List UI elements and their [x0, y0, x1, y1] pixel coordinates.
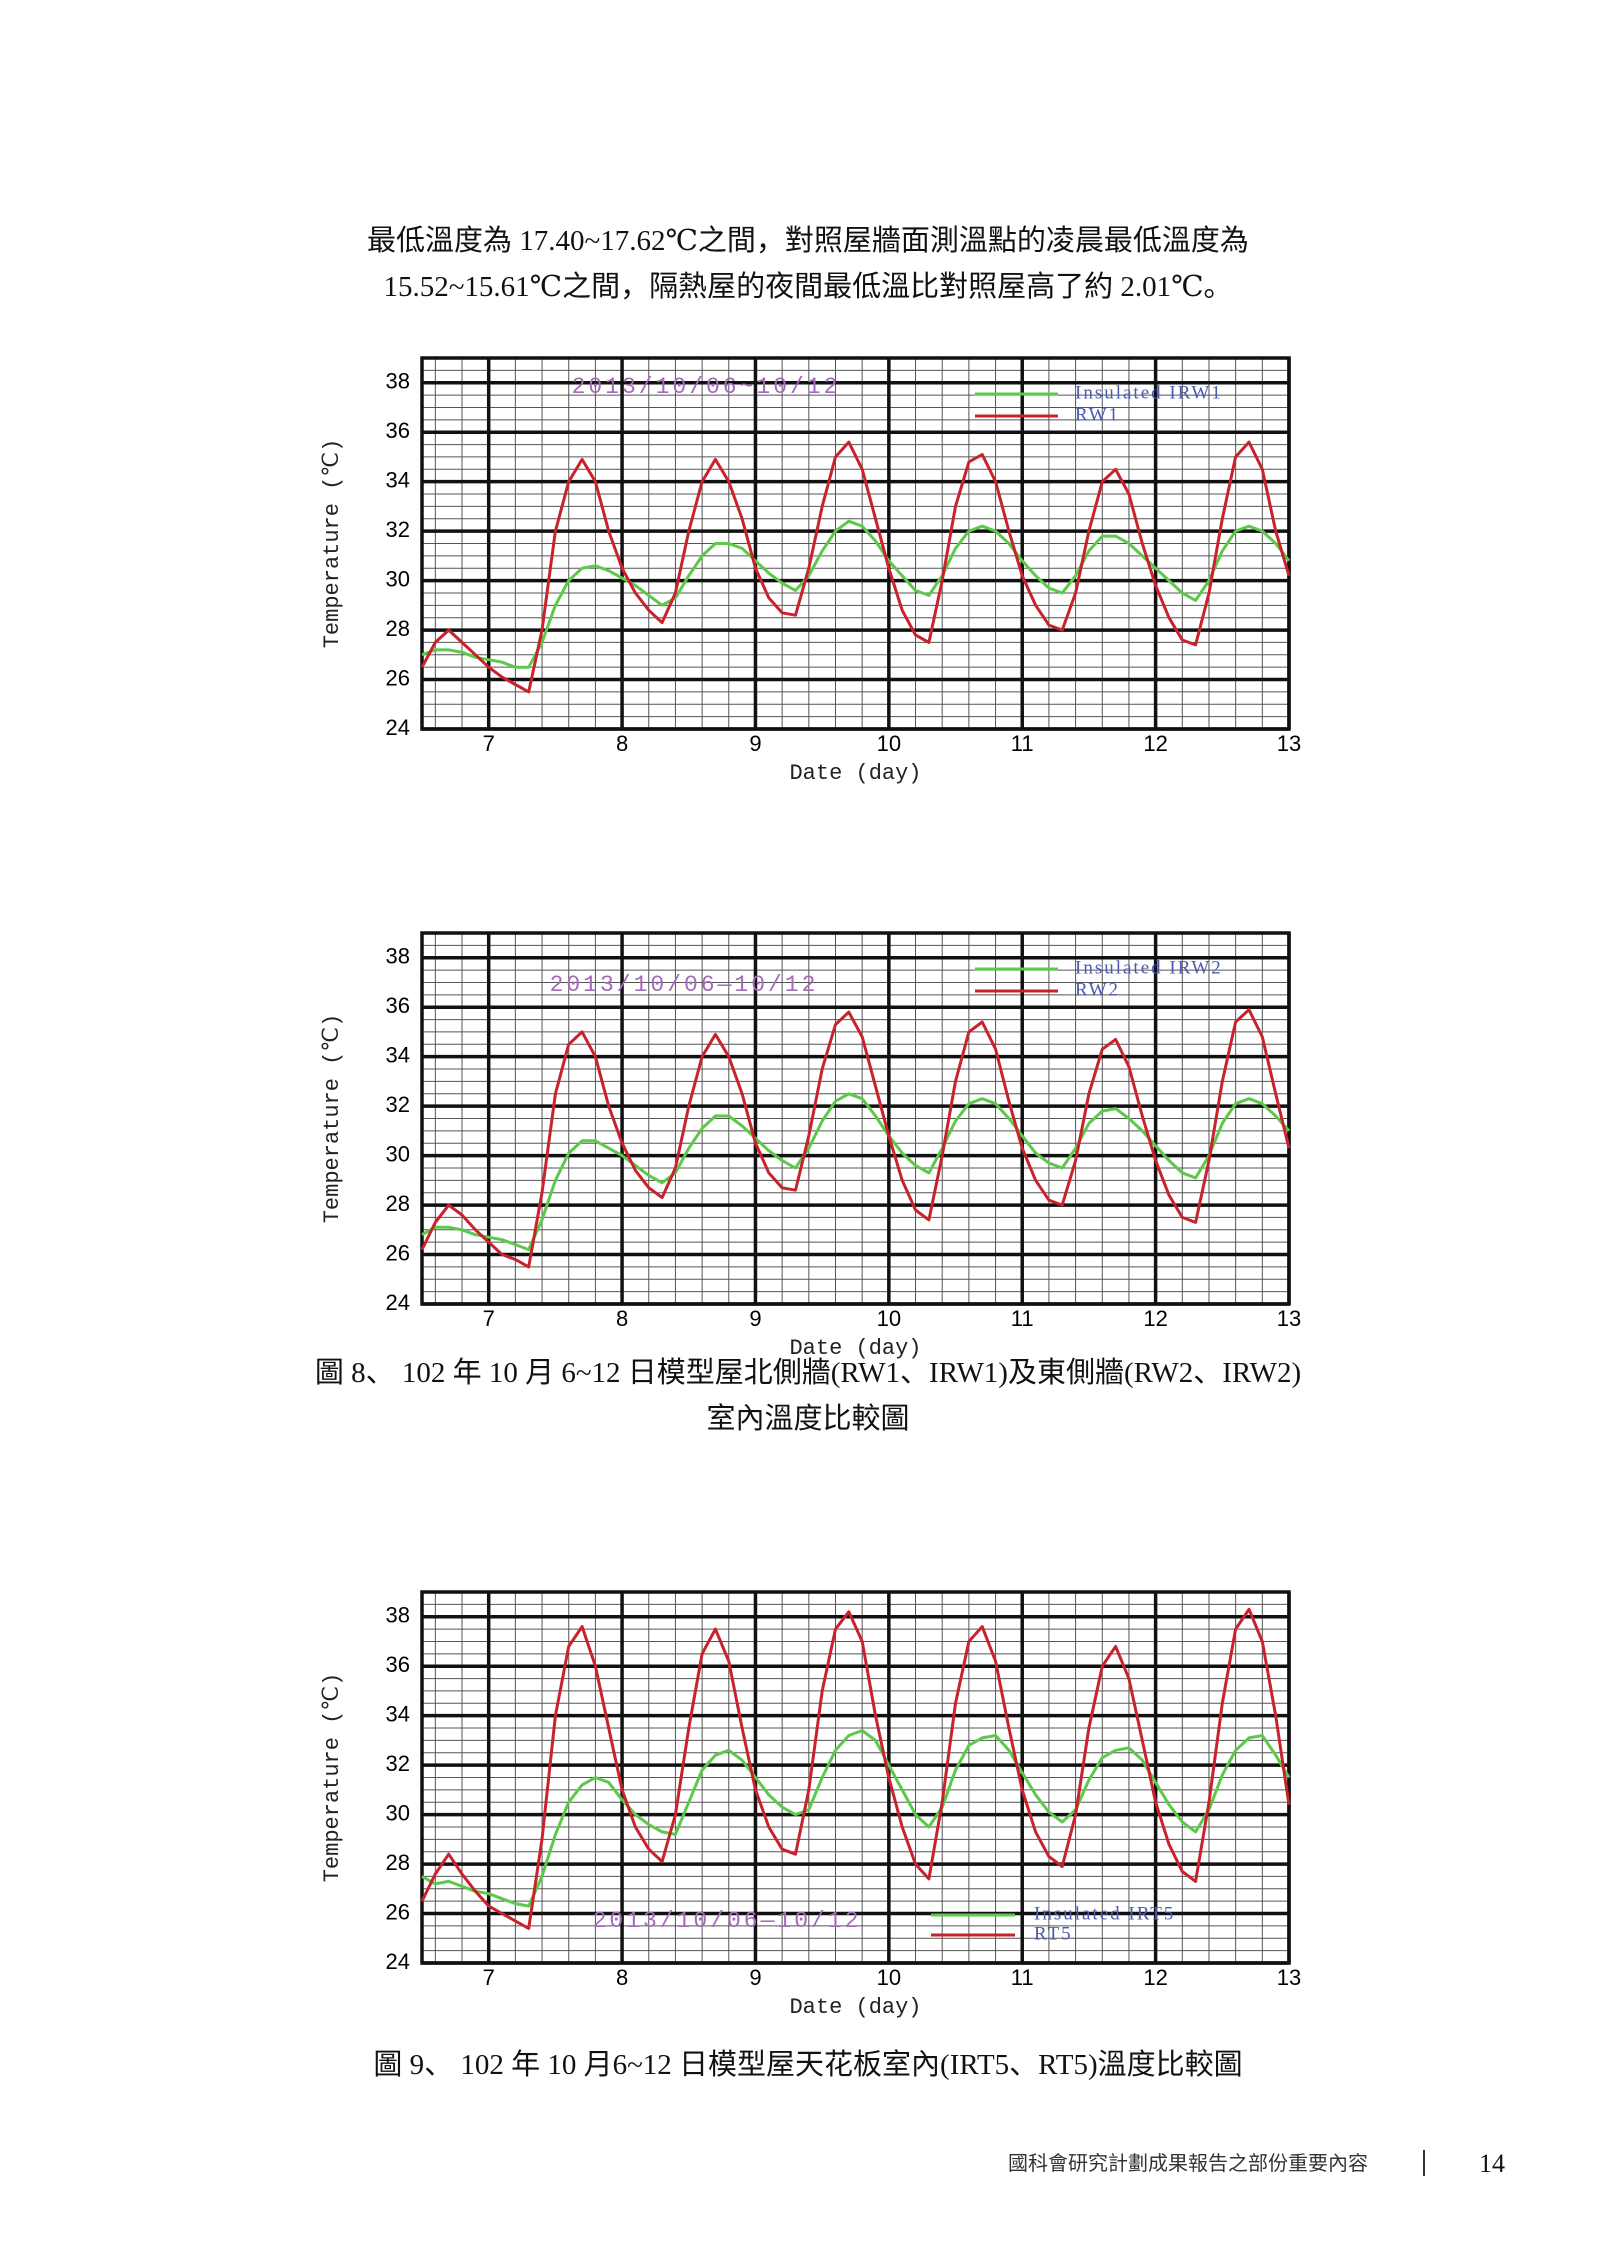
x-tick-label: 13 [1277, 1306, 1301, 1331]
y-tick-label: 34 [386, 467, 410, 492]
y-tick-label: 28 [386, 1191, 410, 1216]
paragraph-line: 最低溫度為 17.40~17.62℃之間，對照屋牆面測溫點的凌晨最低溫度為 [367, 224, 1249, 257]
y-tick-label: 32 [386, 1751, 410, 1776]
x-tick-label: 7 [483, 731, 495, 756]
y-axis-label: Temperature (℃) [320, 1673, 345, 1883]
y-tick-label: 24 [386, 715, 410, 740]
x-axis-label: Date (day) [789, 1336, 921, 1361]
annotation: 2013/10/06—10/12 [593, 1908, 862, 1934]
data-line [421, 519, 1291, 669]
legend-entry: RT5 [1034, 1923, 1073, 1944]
y-tick-label: 36 [386, 418, 410, 443]
y-tick-label: 30 [386, 1800, 410, 1825]
x-axis-label: Date (day) [789, 761, 921, 786]
y-axis-label: Temperature (℃) [320, 439, 345, 649]
x-tick-label: 10 [877, 1965, 901, 1990]
legend-entry: RW1 [1075, 404, 1120, 425]
x-axis-label: Date (day) [789, 1995, 921, 2020]
legend-entry: RW2 [1075, 979, 1120, 1000]
data-line [420, 440, 1291, 694]
annotation: 2013/10/06~10/12 [572, 374, 841, 400]
page-number: 14 [1479, 2149, 1505, 2178]
x-tick-label: 9 [749, 1306, 761, 1331]
y-axis-label: Temperature (℃) [320, 1014, 345, 1224]
y-tick-label: 36 [386, 1652, 410, 1677]
y-tick-label: 24 [386, 1290, 410, 1315]
paragraph-line: 15.52~15.61℃之間，隔熱屋的夜間最低溫比對照屋高了約 2.01℃。 [383, 270, 1232, 303]
x-tick-label: 11 [1011, 1306, 1034, 1331]
x-tick-label: 8 [616, 731, 628, 756]
legend-entry: Insulated IRT5 [1034, 1903, 1175, 1924]
y-tick-label: 38 [386, 369, 410, 394]
y-tick-label: 38 [386, 944, 410, 969]
footer-text: 國科會研究計劃成果報告之部份重要內容 [1008, 2151, 1368, 2175]
y-tick-label: 30 [386, 566, 410, 591]
x-tick-label: 8 [616, 1965, 628, 1990]
x-tick-label: 10 [877, 1306, 901, 1331]
figure-caption: 室內溫度比較圖 [706, 1402, 909, 1435]
y-tick-label: 32 [386, 1092, 410, 1117]
x-tick-label: 10 [877, 731, 901, 756]
y-tick-label: 24 [386, 1949, 410, 1974]
data-line [420, 1008, 1291, 1269]
data-line [421, 1092, 1291, 1252]
data-line [421, 1729, 1291, 1908]
x-tick-label: 12 [1143, 1965, 1167, 1990]
y-tick-label: 32 [386, 517, 410, 542]
y-tick-label: 34 [386, 1042, 410, 1067]
y-tick-label: 28 [386, 1850, 410, 1875]
legend-entry: Insulated IRW1 [1075, 382, 1223, 403]
x-tick-label: 11 [1011, 731, 1034, 756]
x-tick-label: 13 [1277, 1965, 1301, 1990]
plot-frame [420, 356, 1291, 731]
y-tick-label: 38 [386, 1603, 410, 1628]
data-line [420, 1607, 1291, 1930]
y-tick-label: 26 [386, 1240, 410, 1265]
y-tick-label: 30 [386, 1141, 410, 1166]
y-tick-label: 26 [386, 1899, 410, 1924]
x-tick-label: 11 [1011, 1965, 1034, 1990]
x-tick-label: 7 [483, 1306, 495, 1331]
figure-caption: 圖 9、 102 年 10 月6~12 日模型屋天花板室內(IRT5、RT5)溫… [373, 2048, 1242, 2081]
x-tick-label: 12 [1143, 731, 1167, 756]
y-tick-label: 34 [386, 1701, 410, 1726]
x-tick-label: 7 [483, 1965, 495, 1990]
x-tick-label: 13 [1277, 731, 1301, 756]
y-tick-label: 26 [386, 665, 410, 690]
annotation: 2013/10/06—10/12 [550, 972, 819, 998]
x-tick-label: 8 [616, 1306, 628, 1331]
x-tick-label: 9 [749, 1965, 761, 1990]
y-tick-label: 36 [386, 993, 410, 1018]
y-tick-label: 28 [386, 616, 410, 641]
x-tick-label: 9 [749, 731, 761, 756]
plot-frame [420, 931, 1291, 1306]
figure-caption: 圖 8、 102 年 10 月 6~12 日模型屋北側牆(RW1、IRW1)及東… [315, 1356, 1301, 1389]
legend-entry: Insulated IRW2 [1075, 957, 1223, 978]
x-tick-label: 12 [1143, 1306, 1167, 1331]
